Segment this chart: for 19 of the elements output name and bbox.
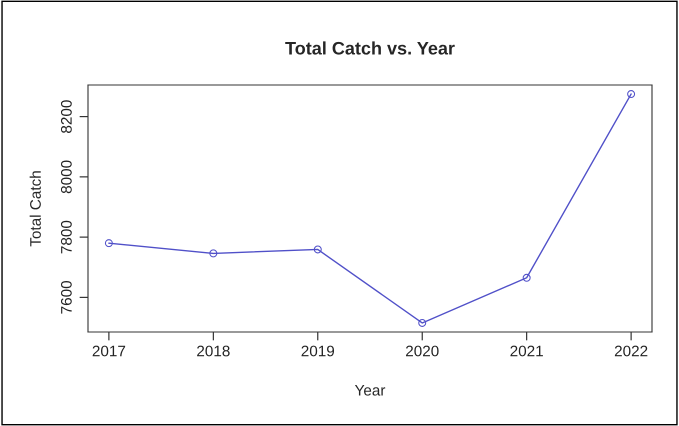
y-tick-label: 8000 <box>60 160 72 194</box>
y-axis-title: Total Catch <box>30 171 41 246</box>
x-tick-label: 2022 <box>614 346 648 356</box>
x-tick-label: 2017 <box>92 346 126 356</box>
chart-title: Total Catch vs. Year <box>285 41 455 55</box>
y-tick-label: 8200 <box>60 100 72 133</box>
y-tick-label: 7600 <box>60 280 72 314</box>
x-tick-label: 2019 <box>302 346 334 356</box>
x-tick-label: 2020 <box>406 346 439 356</box>
y-tick-label: 7800 <box>60 220 72 254</box>
point <box>209 249 218 258</box>
point <box>522 274 531 282</box>
point <box>314 245 322 254</box>
point <box>418 318 426 327</box>
x-tick-label: 2021 <box>510 346 543 356</box>
x-tick-label: 2018 <box>197 346 230 356</box>
point <box>627 90 636 98</box>
x-axis-title: Year <box>354 384 386 396</box>
point <box>104 239 113 248</box>
